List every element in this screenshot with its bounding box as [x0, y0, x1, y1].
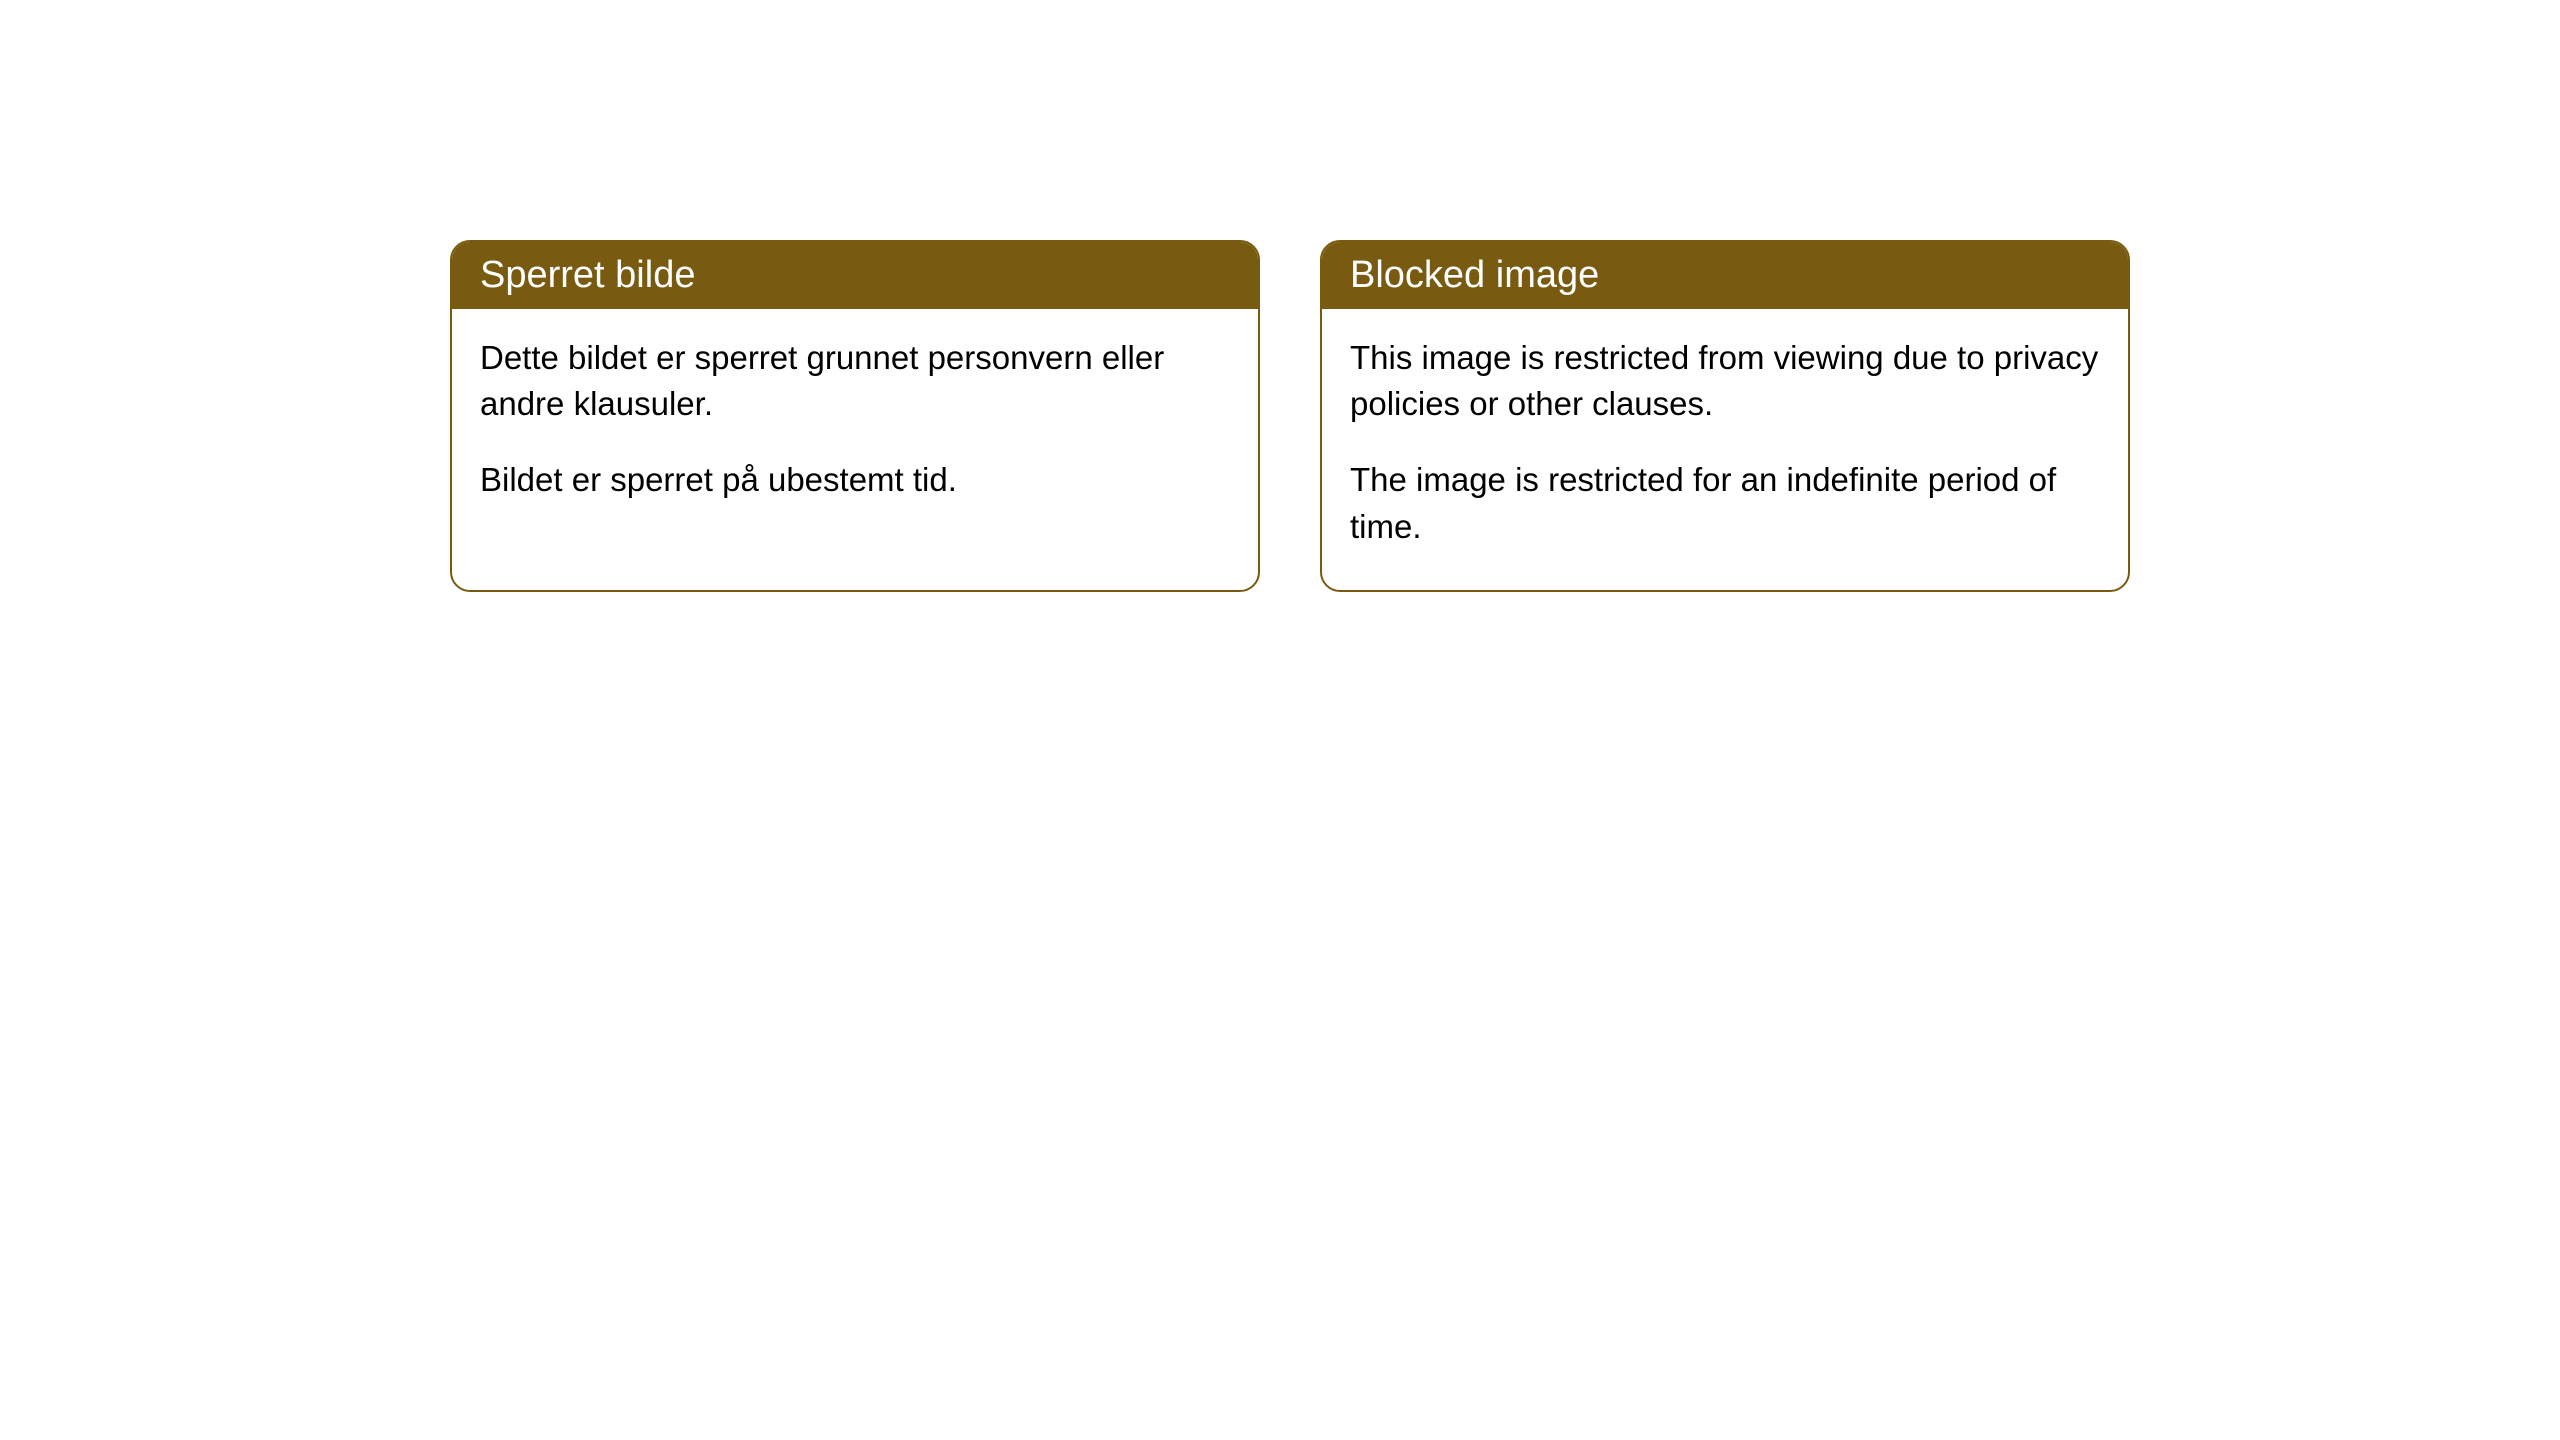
notice-paragraph: The image is restricted for an indefinit… [1350, 457, 2100, 549]
notice-container: Sperret bilde Dette bildet er sperret gr… [450, 240, 2130, 592]
notice-paragraph: Bildet er sperret på ubestemt tid. [480, 457, 1230, 503]
notice-title: Blocked image [1322, 242, 2128, 309]
notice-paragraph: This image is restricted from viewing du… [1350, 335, 2100, 427]
notice-card-english: Blocked image This image is restricted f… [1320, 240, 2130, 592]
notice-body: This image is restricted from viewing du… [1322, 309, 2128, 590]
notice-paragraph: Dette bildet er sperret grunnet personve… [480, 335, 1230, 427]
notice-title: Sperret bilde [452, 242, 1258, 309]
notice-body: Dette bildet er sperret grunnet personve… [452, 309, 1258, 544]
notice-card-norwegian: Sperret bilde Dette bildet er sperret gr… [450, 240, 1260, 592]
